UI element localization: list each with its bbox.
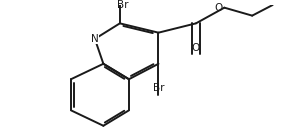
Text: Br: Br: [117, 0, 128, 10]
Text: Br: Br: [153, 83, 164, 93]
Text: N: N: [91, 34, 99, 44]
Text: O: O: [215, 3, 223, 13]
Text: O: O: [192, 43, 200, 53]
